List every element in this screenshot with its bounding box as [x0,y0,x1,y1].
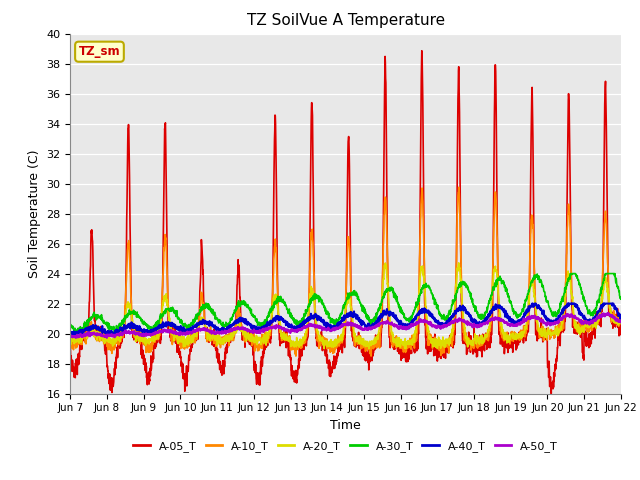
A-10_T [408,338,416,344]
Line: A-30_T: A-30_T [70,274,621,333]
A-20_T [617,316,625,322]
A-50_T [217,330,225,336]
A-05_T [217,364,225,370]
A-05_T [351,335,358,341]
Y-axis label: Soil Temperature (C): Soil Temperature (C) [28,149,41,278]
A-20_T [321,346,328,351]
A-50_T [617,319,625,325]
Line: A-50_T: A-50_T [70,313,621,338]
A-20_T [593,319,601,325]
Line: A-10_T: A-10_T [70,187,621,356]
A-05_T [418,48,426,54]
A-40_T [617,312,625,318]
A-10_T [169,333,177,338]
A-10_T [509,338,517,344]
A-50_T [169,329,177,335]
A-50_T [509,322,517,327]
A-05_T [617,323,625,329]
A-40_T [67,331,74,336]
Legend: A-05_T, A-10_T, A-20_T, A-30_T, A-40_T, A-50_T: A-05_T, A-10_T, A-20_T, A-30_T, A-40_T, … [129,437,563,456]
A-30_T [67,323,74,329]
A-40_T [408,319,416,324]
A-40_T [169,323,177,329]
A-40_T [509,317,517,323]
A-30_T [169,308,177,314]
A-40_T [351,312,359,318]
Line: A-20_T: A-20_T [70,263,621,348]
A-20_T [509,332,517,338]
Line: A-40_T: A-40_T [70,303,621,335]
A-20_T [67,339,74,345]
A-30_T [351,292,359,298]
A-05_T [169,337,177,343]
A-20_T [351,333,359,338]
A-40_T [593,312,601,317]
A-30_T [217,320,225,325]
A-05_T [67,343,74,348]
A-30_T [593,302,601,308]
A-10_T [455,184,463,190]
A-40_T [217,327,225,333]
A-05_T [547,391,555,396]
A-50_T [67,333,74,338]
A-30_T [509,307,517,312]
A-20_T [217,341,225,347]
A-30_T [111,330,119,336]
A-20_T [408,342,416,348]
A-05_T [408,342,416,348]
A-40_T [109,332,116,338]
A-20_T [169,329,177,335]
A-50_T [408,323,416,329]
Line: A-05_T: A-05_T [70,51,621,394]
A-50_T [604,311,611,316]
Text: TZ_sm: TZ_sm [79,45,120,58]
A-05_T [593,315,601,321]
A-10_T [617,316,625,322]
A-30_T [617,296,625,302]
A-05_T [509,337,517,343]
A-50_T [103,335,111,341]
A-10_T [593,321,601,326]
A-30_T [566,271,574,276]
A-10_T [217,345,225,350]
A-50_T [351,322,359,328]
A-10_T [67,339,74,345]
A-10_T [351,340,359,346]
A-20_T [455,260,463,266]
Title: TZ SoilVue A Temperature: TZ SoilVue A Temperature [246,13,445,28]
A-10_T [292,353,300,359]
A-50_T [593,317,601,323]
X-axis label: Time: Time [330,419,361,432]
A-30_T [408,312,416,318]
A-40_T [528,300,536,306]
